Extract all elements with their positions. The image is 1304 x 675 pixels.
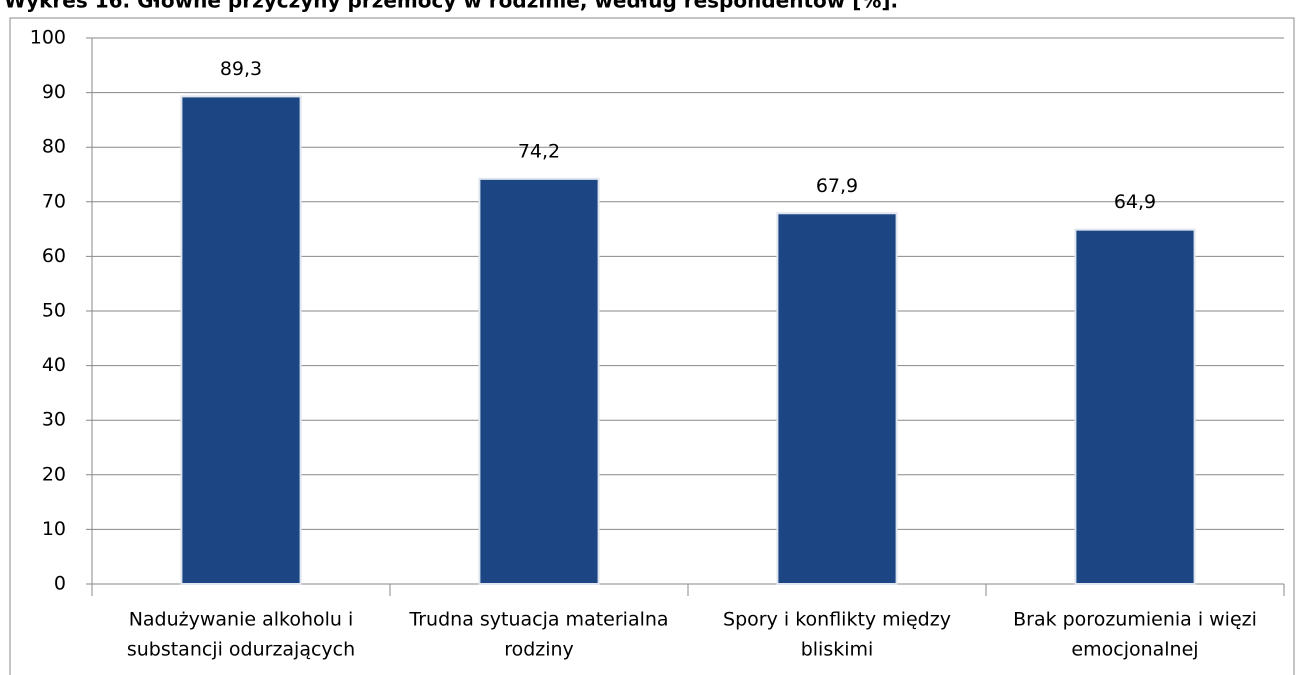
y-tick-label: 0 [54,573,66,595]
value-label: 64,9 [1114,191,1156,213]
y-tick-label: 80 [42,136,66,158]
y-tick-label: 20 [42,463,66,485]
bar [776,212,898,586]
y-tick-label: 60 [42,245,66,267]
y-tick-label: 50 [42,300,66,322]
y-tick-label: 30 [42,409,66,431]
x-tick-label: Brak porozumienia i więzi [1013,609,1257,631]
x-tick-label: Trudna sytuacja materialna [408,609,668,631]
bar [1074,228,1196,585]
y-tick-label: 10 [42,518,66,540]
x-tick-label: bliskimi [801,639,874,661]
y-tick-label: 90 [42,81,66,103]
y-tick-label: 70 [42,190,66,212]
chart-frame [9,17,1295,675]
x-tick-label: Spory i konflikty między [723,609,951,631]
value-label: 74,2 [518,140,560,162]
x-tick-label: substancji odurzających [127,639,355,661]
chart-title: Wykres 16. Główne przyczyny przemocy w r… [4,0,898,13]
bar [180,95,302,585]
y-tick-label: 100 [30,27,66,49]
bar [478,177,600,585]
value-label: 67,9 [816,175,858,197]
x-tick-label: rodziny [504,639,574,661]
x-tick-label: emocjonalnej [1071,639,1198,661]
y-tick-label: 40 [42,354,66,376]
x-tick-label: Nadużywanie alkoholu i [129,609,354,631]
value-label: 89,3 [220,58,262,80]
